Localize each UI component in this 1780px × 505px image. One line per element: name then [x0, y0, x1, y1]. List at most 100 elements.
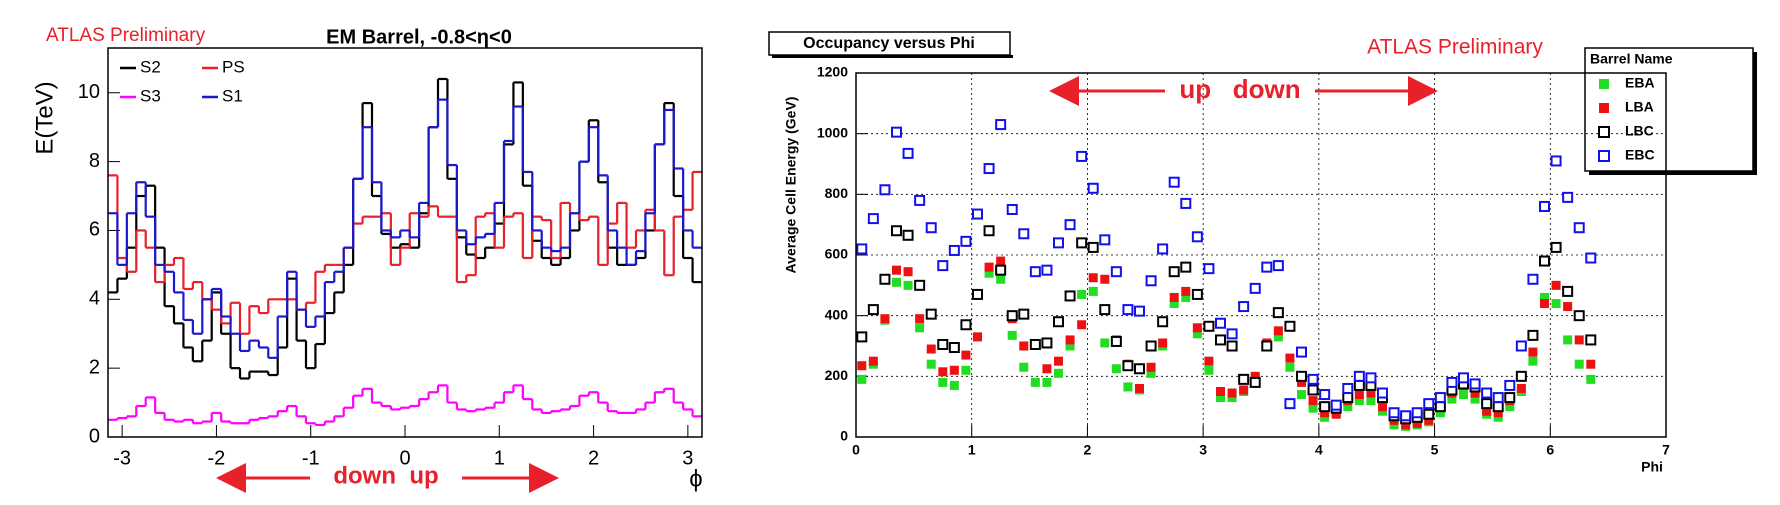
point: [902, 229, 914, 241]
point: [1215, 334, 1226, 346]
plot-frame: [855, 72, 1667, 438]
point: [1065, 341, 1075, 351]
point: [1562, 191, 1574, 203]
legend-swatch: [1598, 150, 1610, 162]
legend-label: S2: [140, 57, 161, 76]
x-axis-label: Phi: [1641, 459, 1663, 475]
y-tick-label: 0: [89, 425, 100, 447]
point: [856, 243, 868, 255]
point: [868, 356, 878, 366]
point: [1505, 402, 1515, 412]
x-tick-label: 1: [968, 442, 976, 458]
point: [949, 365, 959, 375]
y-tick-label: 2: [89, 356, 100, 378]
point: [1030, 377, 1040, 387]
point: [984, 268, 994, 278]
point: [1574, 335, 1584, 345]
point: [1481, 387, 1493, 399]
point: [1331, 409, 1341, 419]
legend-swatch: [1599, 103, 1609, 113]
plot-frame: [107, 47, 703, 438]
annotation: ATLAS Preliminary: [46, 25, 206, 46]
step-riser: [116, 171, 694, 334]
point: [1365, 372, 1377, 384]
point: [892, 265, 901, 275]
point: [1250, 371, 1260, 381]
point: [1459, 390, 1468, 400]
point: [1238, 373, 1250, 385]
point: [1134, 363, 1145, 375]
point: [1215, 317, 1226, 329]
point: [867, 304, 879, 316]
point: [1354, 396, 1364, 406]
point: [1087, 182, 1099, 194]
point: [1424, 415, 1434, 425]
point: [1434, 392, 1446, 404]
point: [960, 235, 972, 247]
point: [1100, 338, 1110, 348]
point: [1192, 329, 1202, 339]
step-riser: [116, 385, 694, 425]
x-tick-label: 7: [1662, 442, 1670, 458]
point: [1411, 407, 1423, 419]
legend-swatch: [1598, 126, 1610, 138]
point: [1470, 394, 1480, 404]
point: [1446, 376, 1458, 388]
point: [995, 264, 1007, 276]
point: [1135, 383, 1144, 393]
point: [926, 359, 936, 369]
point: [1539, 200, 1550, 212]
point: [1551, 280, 1561, 290]
point: [1087, 241, 1099, 253]
point: [1203, 320, 1215, 332]
point: [925, 222, 937, 234]
y-tick-label: 400: [825, 306, 849, 322]
point: [1307, 373, 1319, 385]
x-tick-label: 0: [852, 442, 860, 458]
y-tick-label: 10: [78, 81, 100, 103]
step-riser: [116, 78, 694, 379]
point: [1550, 155, 1562, 167]
point: [1006, 310, 1018, 322]
point: [1099, 304, 1111, 316]
point: [1076, 237, 1088, 249]
point: [1585, 252, 1597, 264]
point: [1076, 150, 1088, 162]
point: [972, 208, 983, 220]
point: [1528, 356, 1538, 366]
point: [1528, 347, 1538, 357]
point: [961, 350, 971, 360]
point: [1064, 290, 1076, 302]
point: [914, 194, 926, 206]
point: [1284, 320, 1296, 332]
point: [891, 225, 902, 237]
point: [1285, 353, 1295, 363]
point: [1470, 388, 1480, 398]
point: [1563, 302, 1573, 312]
point: [1169, 299, 1179, 309]
point: [1111, 364, 1121, 374]
x-tick-label: 5: [1431, 442, 1439, 458]
point: [1319, 401, 1331, 413]
point: [1054, 356, 1063, 366]
point: [1019, 341, 1029, 351]
legend-label: EBA: [1625, 75, 1655, 91]
point: [867, 213, 879, 225]
point: [891, 126, 902, 138]
point: [1320, 412, 1330, 422]
point: [1563, 335, 1573, 345]
x-tick-label: 3: [1199, 442, 1207, 458]
point: [1110, 266, 1122, 278]
legend-title: Barrel Name: [1590, 51, 1673, 67]
point: [1006, 204, 1018, 215]
point: [925, 308, 937, 320]
y-tick-label: 1000: [817, 124, 848, 140]
point: [1180, 261, 1192, 273]
point: [1018, 308, 1030, 320]
point: [903, 280, 913, 290]
point: [996, 274, 1006, 284]
point: [948, 342, 960, 354]
point: [1065, 335, 1075, 345]
point: [1099, 234, 1111, 246]
point: [1342, 392, 1354, 404]
